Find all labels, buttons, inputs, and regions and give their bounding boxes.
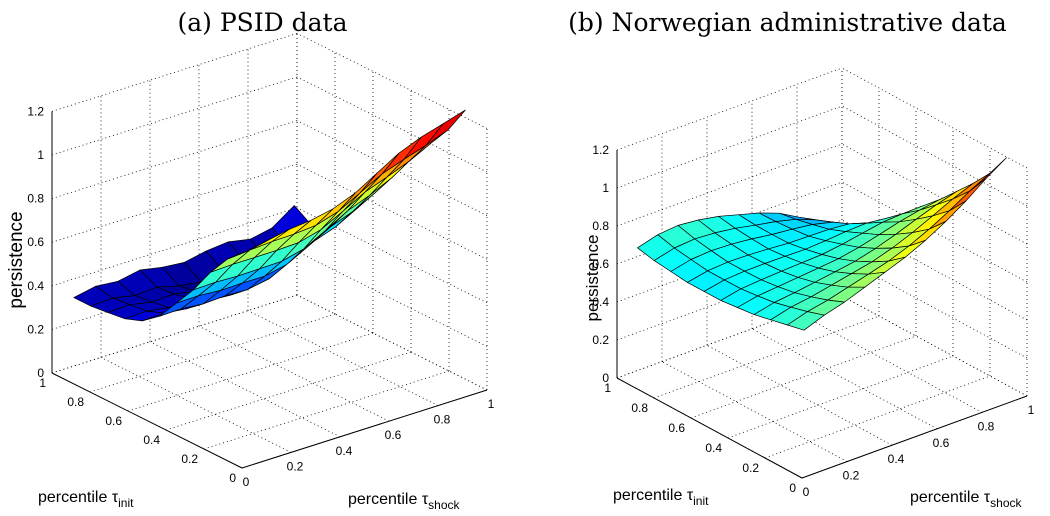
zlabel-a: persistence <box>6 211 27 308</box>
init-tick-label: 0.6 <box>668 421 685 435</box>
surface-plot-b: 00.20.40.60.811.200.20.40.60.8100.20.40.… <box>583 67 1035 510</box>
z-tick-label: 0.8 <box>592 219 609 233</box>
shock-tick-label: 0 <box>243 475 250 489</box>
z-tick-label: 1 <box>37 148 44 162</box>
panel-a: (a) PSID data 0 0.2 0.4 0.6 0.8 1 1.2 0 0.2 0.4 0.… <box>6 8 495 512</box>
surface-patch <box>227 240 268 260</box>
z-tick-label: 0 <box>37 366 44 380</box>
z-tick-label: 0.4 <box>592 295 609 309</box>
init-tick-label: 0.2 <box>181 452 198 466</box>
z-tick-label: 0.6 <box>592 257 609 271</box>
z-tick-label: 0 <box>602 371 609 385</box>
init-tick-label: 0 <box>789 481 796 495</box>
z-tick-label: 0.2 <box>592 333 609 347</box>
init-axis-label-a: percentile τinit <box>38 489 134 510</box>
z-tick-label: 1 <box>602 181 609 195</box>
init-tick-label: 1 <box>39 376 46 390</box>
init-tick-label: 1 <box>604 381 611 395</box>
shock-axis-label-a: percentile τshock <box>348 491 460 512</box>
shock-tick-label: 0.2 <box>843 469 860 483</box>
surface-patch <box>342 173 383 212</box>
shock-tick-label: 0.8 <box>978 419 995 433</box>
init-tick-label: 0.2 <box>742 461 759 475</box>
shock-tick-label: 0.4 <box>888 452 905 466</box>
shock-tick-label: 0.6 <box>933 436 950 450</box>
init-tick-label: 0.8 <box>67 395 84 409</box>
shock-tick-label: 1 <box>488 397 495 411</box>
init-tick-label: 0.4 <box>143 433 160 447</box>
init-tick-label: 0.8 <box>631 401 648 415</box>
z-tick-label: 0.4 <box>27 279 44 293</box>
init-axis-label-b: percentile τinit <box>613 487 709 508</box>
surface-patch <box>364 158 405 193</box>
z-tick-label: 0.2 <box>27 322 44 336</box>
shock-tick-label: 0.8 <box>434 413 451 427</box>
z-tick-label: 0.6 <box>27 235 44 249</box>
shock-axis-label-b: percentile τshock <box>910 489 1022 510</box>
surface-patch <box>403 123 444 160</box>
zlabel-b: persistence <box>583 235 602 322</box>
init-tick-label: 0.6 <box>105 414 122 428</box>
z-tick-label: 0.8 <box>27 192 44 206</box>
z-tick-label: 1.2 <box>592 143 609 157</box>
shock-tick-label: 0.2 <box>287 459 304 473</box>
surface-plot-a: 00.20.40.60.811.200.20.40.60.8100.20.40.… <box>6 33 495 512</box>
surface-patch <box>425 109 466 146</box>
chart-title-a: (a) PSID data <box>177 8 348 37</box>
init-tick-label: 0.4 <box>705 441 722 455</box>
surface-patch <box>787 311 825 331</box>
panel-b: (b) Norwegian administrative data 0 0.2 0.… <box>525 0 1050 516</box>
z-tick-label: 1.2 <box>27 104 44 118</box>
chart-title-b: (b) Norwegian administrative data <box>568 8 1007 37</box>
shock-tick-label: 0 <box>803 485 810 499</box>
init-tick-label: 0 <box>229 471 236 485</box>
shock-tick-label: 0.4 <box>336 444 353 458</box>
shock-tick-label: 0.6 <box>385 428 402 442</box>
shock-tick-label: 1 <box>1028 403 1035 417</box>
